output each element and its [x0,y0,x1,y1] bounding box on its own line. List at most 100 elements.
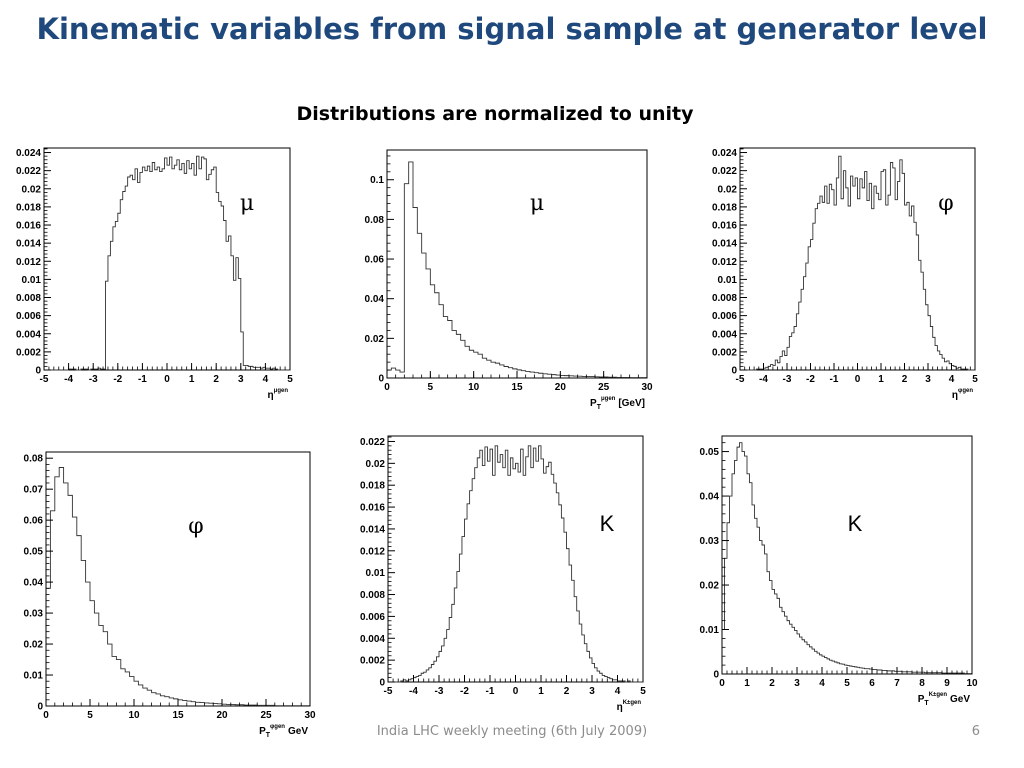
y-tick-label: 0.022 [16,166,41,177]
x-tick-label: 5 [640,686,646,697]
y-tick-label: 0.002 [712,347,737,358]
x-tick-label: -5 [40,374,49,385]
x-tick-label: -1 [138,374,147,385]
y-tick-label: 0.014 [712,239,737,250]
x-tick-label: 1 [744,678,750,689]
y-tick-label: 0.02 [365,334,385,345]
histogram-bin [787,621,790,674]
x-tick-label: 0 [43,710,49,721]
x-tick-label: 5 [972,374,978,385]
histogram-outline [46,467,310,707]
x-tick-label: 25 [598,382,610,393]
x-tick-label: -2 [806,374,815,385]
histogram-bin [772,589,775,674]
y-tick-label: 0.05 [700,447,720,458]
x-tick-label: 1 [189,374,195,385]
histogram-bin [745,456,748,674]
y-tick-label: 0.008 [712,293,737,304]
x-tick-label: 4 [819,678,825,689]
y-tick-label: 0.1 [370,175,384,186]
histogram-bin [777,598,780,674]
histogram-bin [805,642,808,674]
y-tick-label: 0.05 [24,547,44,558]
particle-label: K [600,511,615,536]
x-tick-label: 2 [902,374,908,385]
y-tick-label: 0.018 [16,202,41,213]
x-tick-label: 3 [589,686,595,697]
x-tick-label: 2 [564,686,570,697]
x-tick-label: 4 [263,374,269,385]
y-tick-label: 0.012 [360,546,385,557]
histogram-outline [387,161,647,379]
x-tick-label: 0 [513,686,519,697]
x-tick-label: 5 [844,678,850,689]
x-tick-label: 9 [944,678,950,689]
y-tick-label: 0.008 [16,293,41,304]
x-tick-label: 20 [555,382,567,393]
x-axis-title: ηφgen [952,388,973,401]
y-tick-label: 0 [37,702,43,713]
histogram-bin [755,518,758,674]
y-tick-label: 0.002 [360,656,385,667]
y-tick-label: 0 [713,670,719,681]
x-tick-label: -1 [830,374,839,385]
y-tick-label: 0.01 [24,671,44,682]
x-tick-label: 1 [878,374,884,385]
x-axis-title: PTK±gen GeV [918,692,971,707]
y-tick-label: 0.004 [712,329,737,340]
x-tick-label: 10 [128,710,140,721]
x-tick-label: 0 [719,678,725,689]
page-number: 6 [971,724,980,739]
y-tick-label: 0.01 [718,275,738,286]
y-tick-label: 0.006 [712,311,737,322]
histogram-bin [785,616,788,674]
histogram-bin [790,624,793,674]
x-tick-label: 10 [966,678,978,689]
y-tick-label: 0.014 [360,524,385,535]
x-tick-label: 5 [87,710,93,721]
y-tick-label: 0.008 [360,590,385,601]
x-tick-label: -3 [783,374,792,385]
histogram-bin [780,607,783,674]
histogram-bin [760,541,763,674]
y-tick-label: 0.016 [712,221,737,232]
x-tick-label: 3 [238,374,244,385]
y-tick-label: 0.02 [22,184,42,195]
y-tick-label: 0.02 [700,581,720,592]
x-tick-label: -5 [736,374,745,385]
x-tick-label: 8 [919,678,925,689]
x-tick-label: 30 [304,710,316,721]
histogram-bin [732,474,735,674]
x-axis-title: PTμgen [GeV] [590,396,645,411]
x-tick-label: -3 [89,374,98,385]
histogram-bin [810,647,813,674]
x-tick-label: 20 [216,710,228,721]
y-tick-label: 0.016 [16,221,41,232]
histogram-bin [807,645,810,674]
particle-label: φ [188,514,203,539]
histogram-outline [740,155,975,371]
y-tick-label: 0.02 [24,640,44,651]
y-tick-label: 0.022 [360,437,385,448]
y-tick-label: 0.02 [366,459,386,470]
histogram-bin [770,581,773,674]
x-tick-label: 25 [260,710,272,721]
y-tick-label: 0.04 [700,492,720,503]
y-tick-label: 0.018 [712,202,737,213]
x-tick-label: 5 [287,374,293,385]
x-tick-label: -4 [759,374,768,385]
y-tick-label: 0.01 [700,625,720,636]
y-tick-label: 0.006 [360,612,385,623]
x-tick-label: 15 [172,710,184,721]
x-tick-label: -3 [435,686,444,697]
x-axis-title: ημgen [268,388,289,401]
x-tick-label: 0 [855,374,861,385]
x-tick-label: -5 [384,686,393,697]
histogram-bin [740,443,743,674]
x-tick-label: 0 [164,374,170,385]
x-tick-label: 6 [869,678,875,689]
x-tick-label: -1 [486,686,495,697]
y-tick-label: 0 [35,366,41,377]
